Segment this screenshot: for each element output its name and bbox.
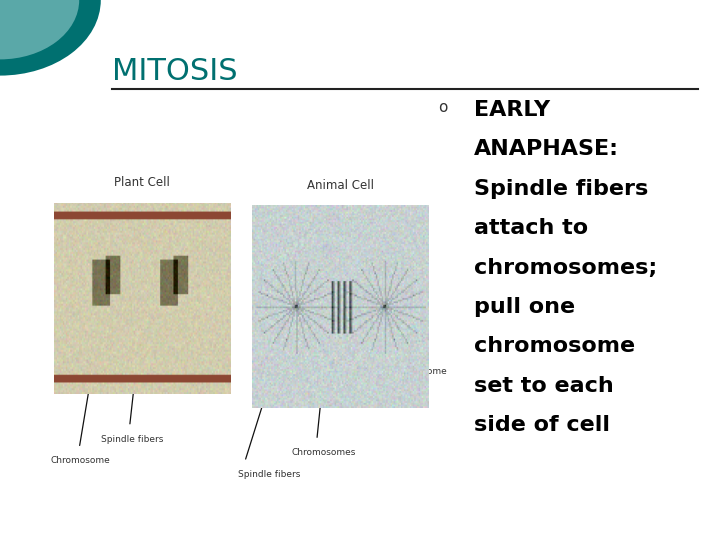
Text: EARLY: EARLY [474, 100, 550, 120]
Wedge shape [0, 0, 101, 76]
Text: ANAPHASE:: ANAPHASE: [474, 139, 618, 159]
Wedge shape [0, 0, 79, 59]
Text: Centrosome: Centrosome [392, 367, 447, 376]
Text: side of cell: side of cell [474, 415, 610, 435]
Text: Chromosome: Chromosome [50, 456, 110, 465]
Text: set to each: set to each [474, 376, 613, 396]
Text: chromosomes;: chromosomes; [474, 258, 657, 278]
Text: Chromosomes: Chromosomes [292, 448, 356, 457]
Text: Spindle fibers: Spindle fibers [474, 179, 648, 199]
Text: pull one: pull one [474, 297, 575, 317]
Text: attach to: attach to [474, 218, 588, 238]
Text: Plant Cell: Plant Cell [114, 176, 170, 189]
Text: Spindle fibers: Spindle fibers [101, 435, 163, 444]
Text: MITOSIS: MITOSIS [112, 57, 237, 86]
Text: chromosome: chromosome [474, 336, 635, 356]
Text: Animal Cell: Animal Cell [307, 179, 374, 192]
Text: Spindle fibers: Spindle fibers [238, 470, 300, 479]
Text: o: o [438, 100, 448, 115]
